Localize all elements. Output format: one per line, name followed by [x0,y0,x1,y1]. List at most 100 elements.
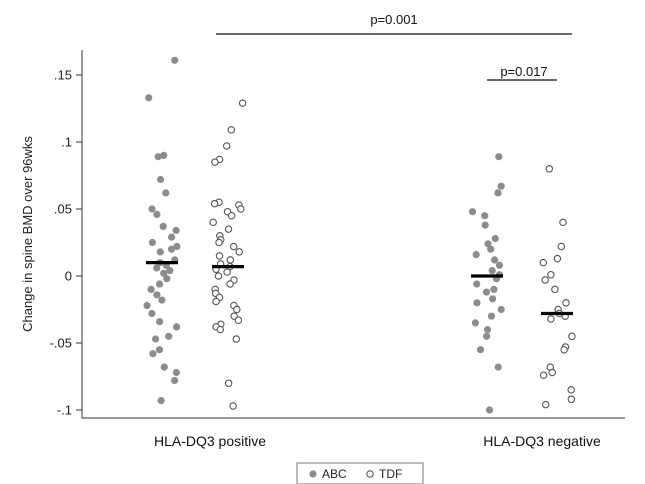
abc-data-point [153,264,161,272]
abc-data-point [153,291,161,299]
y-tick-label: .15 [54,68,72,83]
tdf-data-point [539,258,548,267]
tdf-data-point [216,325,225,334]
median-lines [146,261,573,316]
tdf-data-point [560,345,568,354]
abc-data-point [488,267,496,275]
tdf-data-point [541,276,549,284]
legend-label-tdf: TDF [379,467,402,481]
tdf-data-point [238,99,247,107]
tdf-data-point [562,299,570,307]
tdf-data-point [226,280,234,288]
tdf-data-point [551,285,559,294]
abc-data-point [487,312,496,320]
abc-data-point [155,346,164,354]
abc-data-point [481,221,489,229]
tdf-data-point [237,205,245,213]
tdf-data-point [212,297,220,306]
abc-data-point [165,332,173,340]
abc-data-point [171,376,179,385]
abc-data-point [491,256,499,264]
p-value-annotations: p=0.001 p=0.017 [216,12,572,81]
abc-data-point [156,280,164,288]
tdf-data-point [234,316,243,324]
tdf-data-point [224,225,233,233]
legend-marker-tdf [366,470,374,478]
tdf-data-point [214,272,223,280]
abc-data-point [497,182,505,190]
tdf-data-point [233,305,241,314]
tdf-data-point [229,242,238,251]
axes [81,50,625,419]
tdf-data-point [232,335,241,343]
abc-data-point [494,363,502,371]
x-category-label-negative: HLA-DQ3 negative [483,433,601,449]
tdf-data-point [235,248,243,256]
y-tick-label: -.05 [50,336,72,351]
abc-data-point [471,319,479,327]
tdf-data-point [547,270,555,279]
data-points [143,56,576,414]
tdf-data-point [209,218,217,227]
tdf-data-point [223,268,231,276]
abc-data-point [158,296,166,304]
abc-data-point [173,242,181,251]
tdf-data-point [559,218,567,227]
tdf-data-point [567,386,575,394]
abc-data-point [473,299,481,307]
abc-data-point [156,318,164,326]
abc-data-point [167,245,176,253]
tdf-data-point [548,368,556,377]
tdf-data-point [568,332,576,341]
abc-data-point [160,151,168,159]
abc-data-point [476,346,485,354]
tdf-data-point [224,379,233,387]
tdf-data-point [229,402,237,410]
abc-data-point [152,335,160,343]
abc-data-point [172,368,180,377]
abc-data-point [159,222,167,230]
legend-box [296,462,424,484]
x-category-label-positive: HLA-DQ3 positive [154,433,266,449]
abc-data-point [145,94,153,102]
abc-data-point [173,323,181,331]
abc-data-point [163,275,171,283]
y-ticks: .15 .1 .05 0 -.05 -.1 [50,68,82,418]
tdf-data-point [222,142,231,150]
abc-data-point [157,397,165,405]
abc-data-point [160,269,168,277]
tdf-data-point [210,199,219,208]
tdf-data-point [547,315,555,323]
abc-data-point [473,280,481,288]
abc-data-point [472,251,480,259]
annotation-label-p017: p=0.017 [500,64,547,79]
abc-data-point [494,189,502,197]
y-tick-label: .05 [54,202,72,217]
legend-marker-abc [309,470,317,478]
abc-data-point [495,153,503,161]
abc-data-point [481,212,489,220]
abc-data-point [166,267,174,275]
tdf-data-point [557,242,566,251]
abc-data-point [172,226,180,234]
y-axis-label: Change in spine BMD over 96wks [20,136,35,332]
abc-data-point [148,238,156,247]
abc-data-point [148,205,156,213]
tdf-data-point [567,395,576,404]
y-tick-label: .1 [61,135,72,150]
abc-data-point [153,210,161,218]
abc-data-point [491,234,499,243]
abc-data-point [157,175,165,184]
y-tick-label: 0 [65,269,72,284]
tdf-data-point [215,238,223,247]
tdf-data-point [539,371,548,379]
tdf-data-point [211,158,219,166]
tdf-data-point [553,254,562,263]
tdf-data-point [541,400,550,409]
legend-label-abc: ABC [322,467,347,481]
abc-data-point [143,301,151,310]
abc-data-point [489,295,497,303]
annotation-label-p001: p=0.001 [370,12,417,27]
abc-data-point [482,288,491,296]
abc-data-point [156,248,164,256]
